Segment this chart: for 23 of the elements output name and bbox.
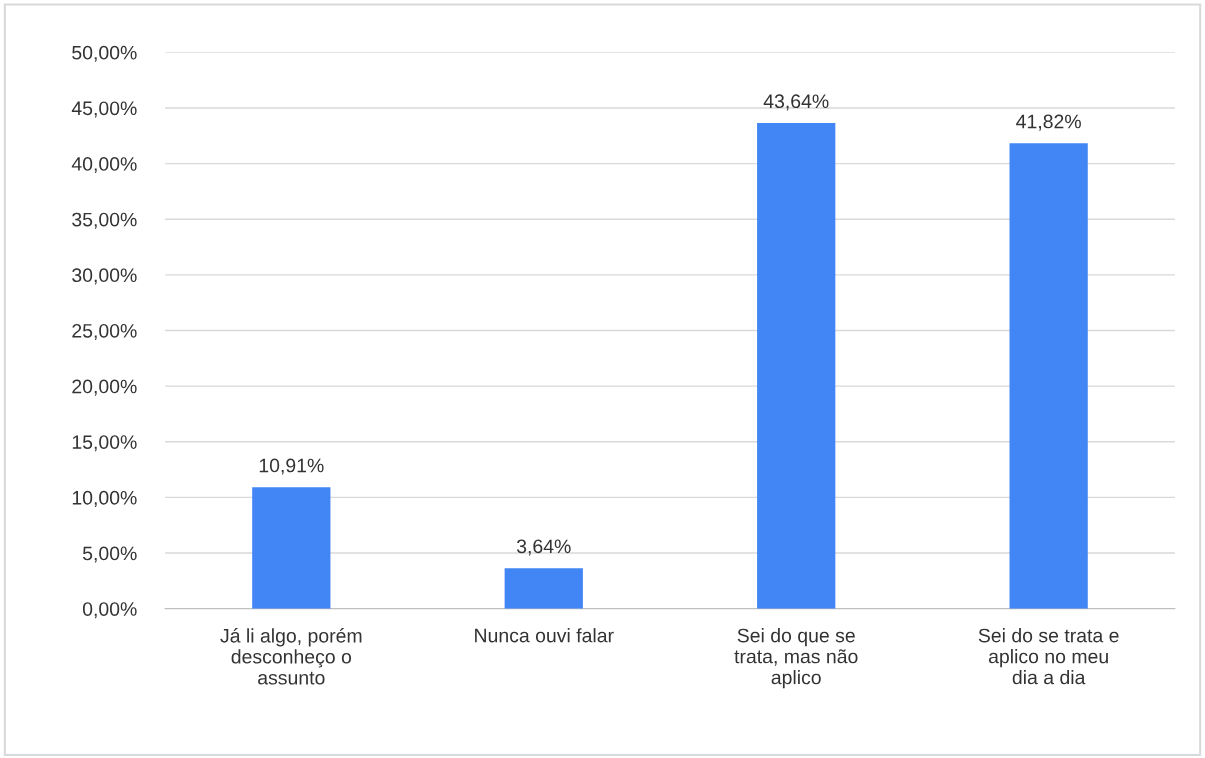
y-tick-label: 30,00% — [72, 268, 137, 285]
x-tick-label: Sei do que se trata, mas não aplico — [734, 628, 858, 689]
data-label: 41,82% — [1016, 114, 1081, 131]
bar — [252, 487, 331, 609]
y-tick-label: 15,00% — [72, 435, 137, 452]
bar — [504, 568, 583, 609]
x-tick-label: Nunca ouvi falar — [475, 628, 614, 643]
y-tick-label: 10,00% — [72, 490, 137, 507]
y-tick-label: 0,00% — [82, 602, 137, 619]
y-tick-label: 20,00% — [72, 379, 137, 396]
data-label: 3,64% — [516, 539, 571, 556]
data-label: 43,64% — [763, 94, 829, 111]
bar — [757, 123, 836, 609]
data-label: 10,91% — [259, 458, 324, 475]
y-tick-label: 50,00% — [72, 45, 137, 62]
x-tick-label: Já li algo, porém desconheço o assunto — [220, 628, 362, 685]
y-tick-label: 35,00% — [72, 212, 137, 229]
y-tick-label: 5,00% — [82, 546, 137, 563]
y-tick-label: 25,00% — [72, 323, 137, 341]
y-tick-label: 45,00% — [71, 101, 137, 118]
bar — [1009, 143, 1088, 609]
x-tick-label: Sei do se trata e aplico no meu dia a dia — [978, 628, 1119, 685]
y-tick-label: 40,00% — [71, 157, 137, 174]
